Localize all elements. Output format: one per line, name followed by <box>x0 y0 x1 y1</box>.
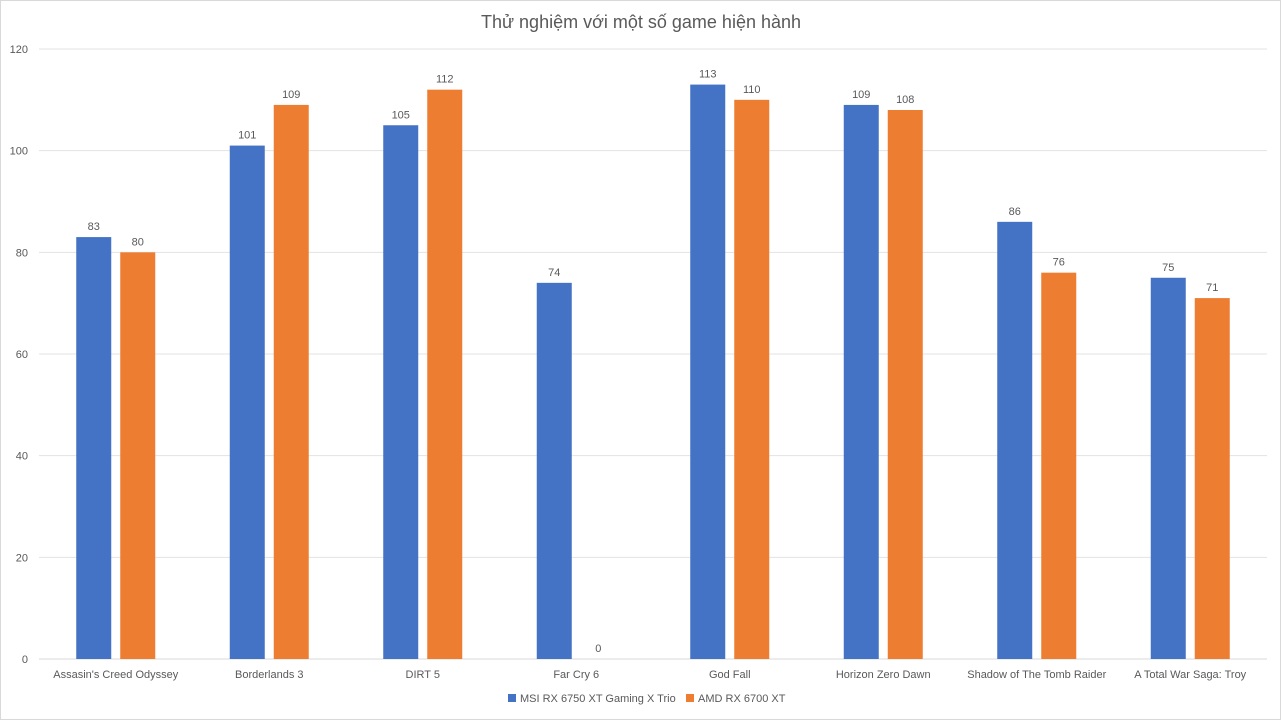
bar <box>734 99 770 660</box>
data-label: 101 <box>238 130 256 142</box>
legend-item: AMD RX 6700 XT <box>686 693 786 705</box>
bar <box>887 110 923 659</box>
data-label: 74 <box>548 267 560 279</box>
bar <box>120 252 156 660</box>
data-label: 80 <box>132 236 144 248</box>
data-label: 86 <box>1009 206 1021 218</box>
x-tick-label: Far Cry 6 <box>553 669 599 681</box>
x-tick-label: Shadow of The Tomb Raider <box>967 669 1106 681</box>
bar <box>273 104 309 659</box>
y-tick-label: 80 <box>16 247 28 259</box>
bar <box>997 221 1033 660</box>
bar <box>1041 272 1077 659</box>
x-tick-label: A Total War Saga: Troy <box>1134 669 1246 681</box>
y-tick-label: 0 <box>22 654 28 666</box>
legend: MSI RX 6750 XT Gaming X Trio AMD RX 6700 … <box>508 693 786 705</box>
data-label: 76 <box>1053 257 1065 269</box>
data-label: 112 <box>436 74 454 86</box>
x-tick-label: Horizon Zero Dawn <box>836 669 931 681</box>
chart-title: Thử nghiệm với một số game hiện hành <box>481 12 801 32</box>
legend-label: MSI RX 6750 XT Gaming X Trio <box>520 693 676 705</box>
bar <box>383 125 419 659</box>
y-tick-label: 20 <box>16 552 28 564</box>
bar <box>1194 298 1230 659</box>
data-label: 113 <box>699 69 717 81</box>
x-tick-label: Borderlands 3 <box>235 669 304 681</box>
y-tick-label: 40 <box>16 451 28 463</box>
y-tick-label: 60 <box>16 349 28 361</box>
y-tick-label: 100 <box>10 146 28 158</box>
x-tick-label: God Fall <box>709 669 751 681</box>
bar <box>427 89 463 659</box>
x-axis-tick-labels: Assasin's Creed Odyssey Borderlands 3 DIRT… <box>53 669 1246 681</box>
bar <box>536 282 572 659</box>
x-tick-label: DIRT 5 <box>406 669 440 681</box>
legend-item: MSI RX 6750 XT Gaming X Trio <box>508 693 676 705</box>
bar <box>76 237 112 660</box>
data-label: 110 <box>743 84 761 96</box>
bars <box>76 84 1230 660</box>
y-tick-label: 120 <box>10 44 28 56</box>
legend-swatch <box>508 694 516 702</box>
data-label: 71 <box>1206 282 1218 294</box>
data-label: 109 <box>282 89 300 101</box>
legend-swatch <box>686 694 694 702</box>
gridlines <box>39 48 1267 660</box>
bar <box>1150 277 1186 659</box>
data-label: 108 <box>896 94 914 106</box>
x-tick-label: Assasin's Creed Odyssey <box>53 669 178 681</box>
data-labels: 83 80 101 109 105 112 74 0 113 110 109 108 86 76 75 71 <box>88 69 1219 655</box>
data-label: 105 <box>392 109 410 121</box>
bar <box>690 84 726 660</box>
data-label: 83 <box>88 221 100 233</box>
legend-label: AMD RX 6700 XT <box>698 693 786 705</box>
data-label: 75 <box>1162 262 1174 274</box>
y-axis-tick-labels: 0 20 40 60 80 100 120 <box>10 44 28 666</box>
bar <box>843 104 879 659</box>
data-label: 0 <box>595 643 601 655</box>
data-label: 109 <box>852 89 870 101</box>
bar <box>229 145 265 660</box>
